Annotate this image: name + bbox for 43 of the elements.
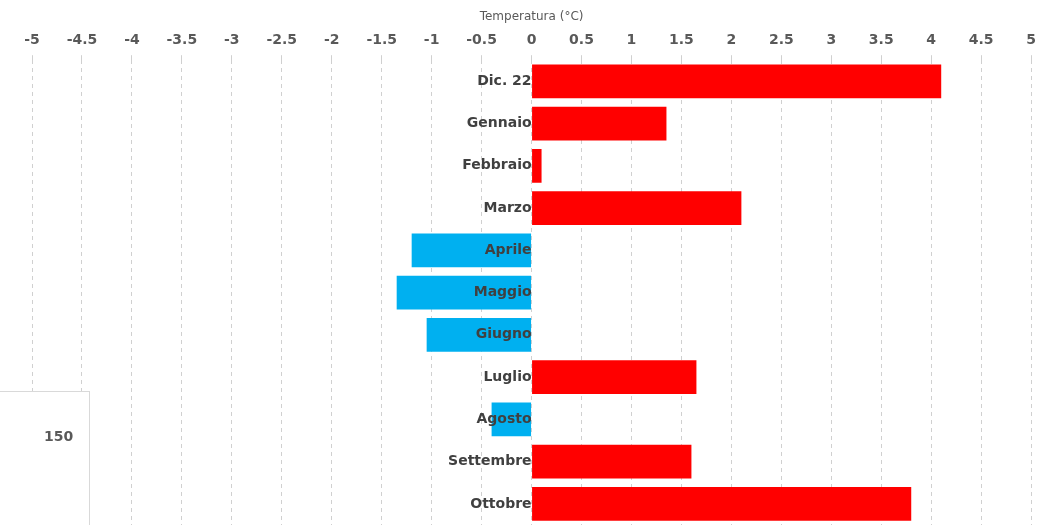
y-tick-label: Febbraio bbox=[462, 156, 532, 173]
y-tick-label: Settembre bbox=[448, 452, 532, 469]
annotation: 150 bbox=[44, 428, 74, 444]
bar bbox=[532, 148, 542, 183]
bar bbox=[532, 444, 692, 479]
x-tick-label: -3 bbox=[224, 31, 240, 48]
y-tick-label: Aprile bbox=[484, 240, 532, 257]
x-tick-label: 2.5 bbox=[768, 31, 794, 48]
y-tick-label: Maggio bbox=[473, 283, 532, 300]
x-tick-label: 2 bbox=[726, 31, 737, 48]
x-tick-label: -3.5 bbox=[166, 31, 198, 48]
x-tick-label: 4 bbox=[926, 31, 937, 48]
bar bbox=[532, 64, 942, 99]
x-tick-label: 1.5 bbox=[669, 31, 694, 48]
bar bbox=[426, 317, 532, 352]
bar bbox=[396, 275, 532, 310]
y-tick-label: Marzo bbox=[483, 198, 532, 215]
y-tick-label: Giugno bbox=[475, 325, 532, 342]
bar bbox=[532, 486, 912, 521]
y-tick-label: Ottobre bbox=[470, 494, 532, 511]
x-tick-label: 0 bbox=[526, 31, 537, 48]
x-tick-label: -5 bbox=[24, 31, 40, 48]
x-tick-label: 1 bbox=[626, 31, 637, 48]
x-tick-label: -2.5 bbox=[266, 31, 298, 48]
x-tick-label: -4 bbox=[124, 31, 140, 48]
x-tick-label: 4.5 bbox=[968, 31, 994, 48]
y-tick-label: Gennaio bbox=[466, 114, 532, 131]
x-tick-label: -0.5 bbox=[466, 31, 497, 48]
y-tick-label: Luglio bbox=[483, 367, 532, 384]
x-tick-label: 3.5 bbox=[868, 31, 894, 48]
bar bbox=[532, 191, 742, 225]
x-tick-label: 3 bbox=[826, 31, 837, 48]
y-tick-label: Dic. 22 bbox=[477, 71, 532, 88]
x-tick-label: 0.5 bbox=[569, 31, 594, 48]
x-axis-title: Temperatura (°C) bbox=[478, 9, 584, 24]
x-tick-label: 5 bbox=[1026, 31, 1036, 48]
x-tick-label: -4.5 bbox=[66, 31, 98, 48]
x-tick-label: -1 bbox=[423, 31, 440, 48]
x-tick-label: -2 bbox=[323, 31, 340, 48]
bar bbox=[411, 233, 532, 268]
x-tick-label: -1.5 bbox=[366, 31, 398, 48]
bar bbox=[532, 360, 697, 395]
bar bbox=[532, 106, 667, 141]
